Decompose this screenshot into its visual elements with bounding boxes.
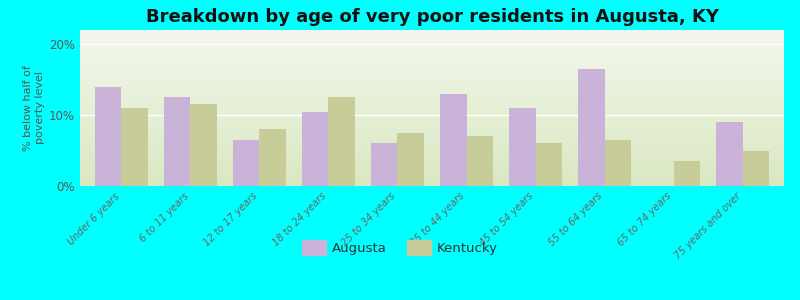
Bar: [535, 143, 562, 186]
Bar: [716, 122, 742, 186]
Y-axis label: % below half of
poverty level: % below half of poverty level: [23, 65, 45, 151]
Bar: [95, 87, 122, 186]
Bar: [398, 133, 424, 186]
Bar: [742, 151, 769, 186]
Bar: [466, 136, 493, 186]
Bar: [190, 104, 217, 186]
Bar: [674, 161, 700, 186]
Bar: [259, 129, 286, 186]
Bar: [578, 69, 605, 186]
Bar: [164, 98, 190, 186]
Bar: [510, 108, 535, 186]
Bar: [440, 94, 466, 186]
Legend: Augusta, Kentucky: Augusta, Kentucky: [297, 234, 503, 260]
Bar: [302, 112, 329, 186]
Bar: [371, 143, 398, 186]
Title: Breakdown by age of very poor residents in Augusta, KY: Breakdown by age of very poor residents …: [146, 8, 718, 26]
Bar: [329, 98, 354, 186]
Bar: [605, 140, 630, 186]
Bar: [122, 108, 148, 186]
Bar: [234, 140, 259, 186]
